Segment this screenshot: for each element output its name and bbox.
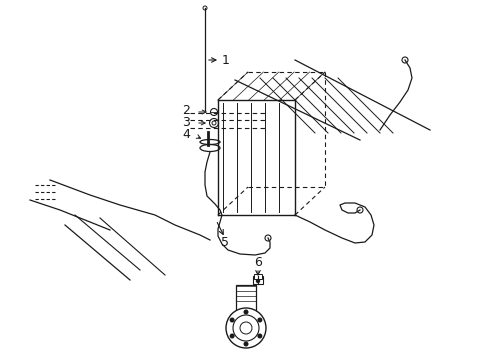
Text: 5: 5 — [221, 237, 228, 249]
Circle shape — [258, 334, 261, 338]
Circle shape — [244, 310, 247, 314]
Circle shape — [244, 342, 247, 346]
Text: 6: 6 — [254, 256, 262, 269]
Circle shape — [230, 334, 233, 338]
Text: 2: 2 — [182, 104, 190, 117]
Bar — [252, 276, 263, 284]
Text: 3: 3 — [182, 116, 190, 129]
Circle shape — [256, 279, 259, 283]
Bar — [253, 274, 262, 279]
Text: 1: 1 — [222, 54, 229, 67]
Text: 4: 4 — [182, 129, 190, 141]
Circle shape — [230, 318, 233, 322]
Circle shape — [225, 308, 265, 348]
Circle shape — [258, 318, 261, 322]
Bar — [236, 285, 256, 311]
